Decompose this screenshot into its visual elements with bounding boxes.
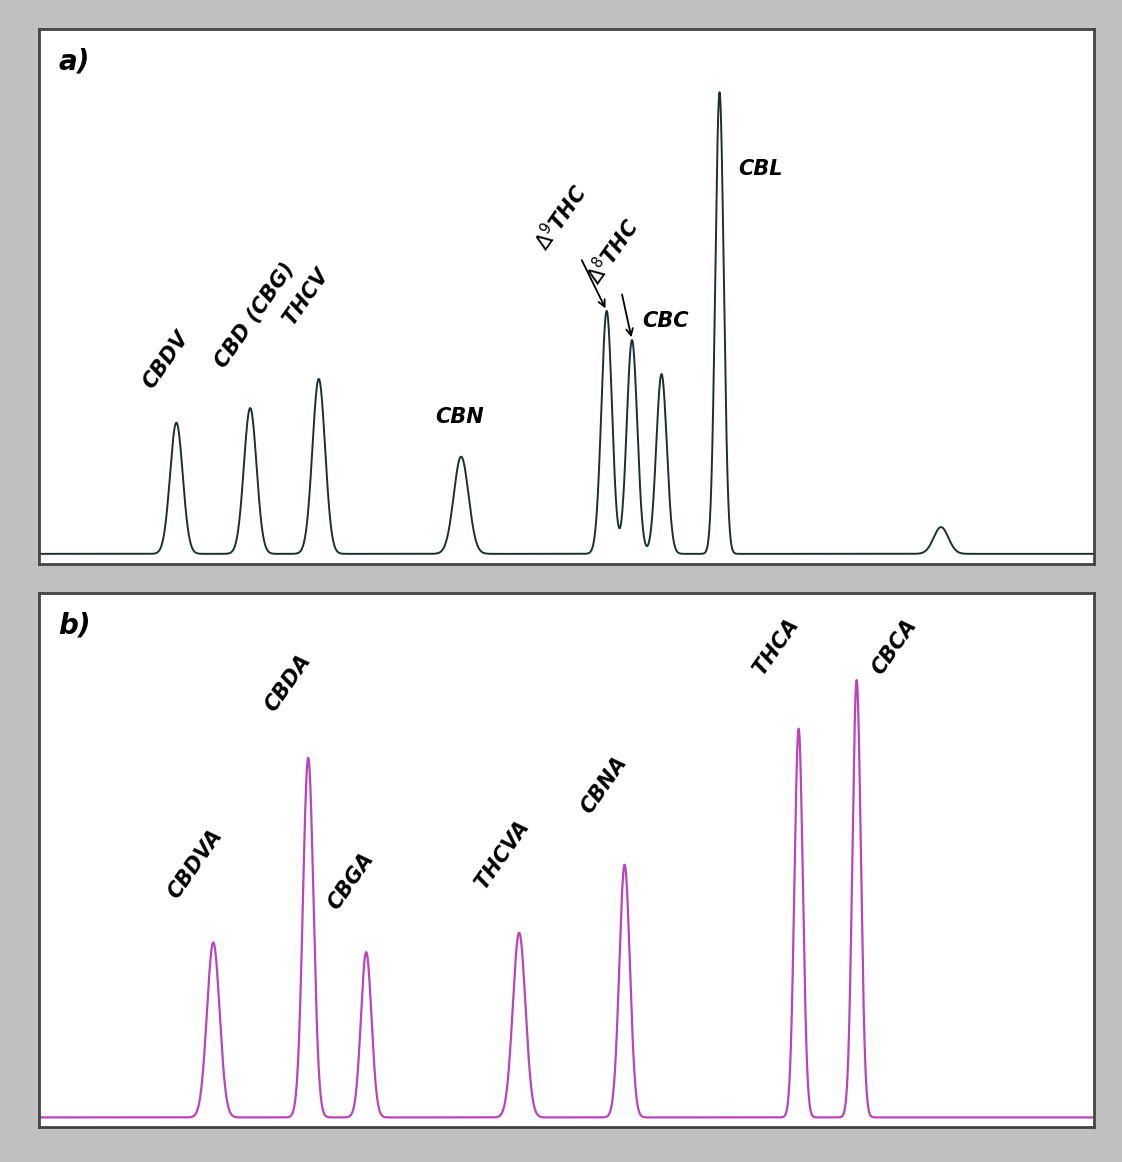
Text: CBDA: CBDA (260, 651, 314, 716)
Text: $\Delta^9$THC: $\Delta^9$THC (530, 180, 605, 307)
Text: CBDVA: CBDVA (164, 826, 226, 903)
Text: CBNA: CBNA (577, 753, 631, 817)
Text: CBDV: CBDV (139, 328, 193, 393)
Text: b): b) (58, 611, 91, 639)
Text: CBGA: CBGA (324, 849, 377, 913)
Text: a): a) (58, 48, 90, 76)
Text: THCVA: THCVA (471, 817, 533, 892)
Text: CBL: CBL (738, 159, 783, 179)
Text: CBCA: CBCA (868, 615, 921, 679)
Text: CBD (CBG): CBD (CBG) (211, 259, 298, 371)
Text: CBC: CBC (643, 311, 689, 331)
Text: THCA: THCA (751, 615, 802, 679)
Text: CBN: CBN (434, 407, 484, 428)
Text: $\Delta^8$THC: $\Delta^8$THC (581, 215, 644, 336)
Text: THCV: THCV (279, 265, 332, 329)
